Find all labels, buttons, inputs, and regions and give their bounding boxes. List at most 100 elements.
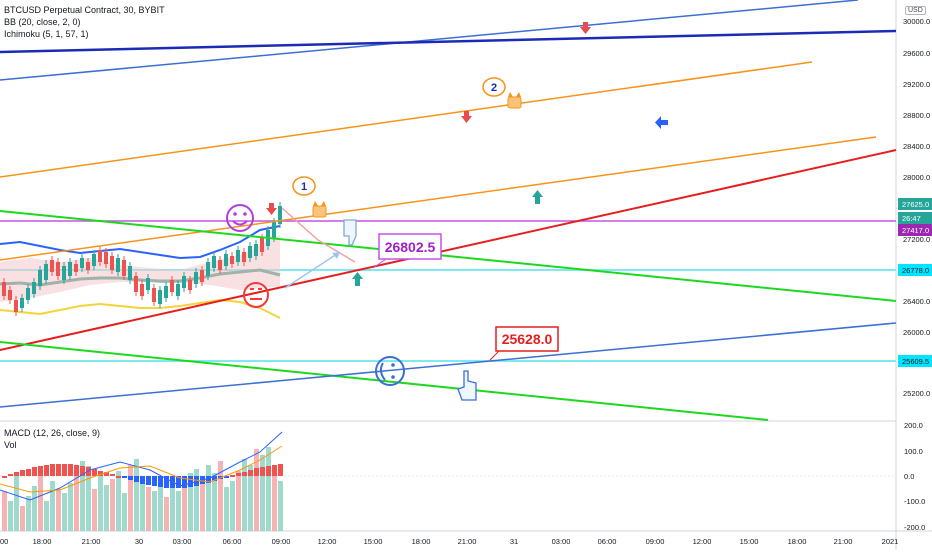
macd-bar <box>146 476 151 485</box>
volume-bar <box>140 483 145 531</box>
trendline-blue-bottom[interactable] <box>0 322 897 408</box>
candle-body <box>50 260 54 272</box>
volume-bar <box>110 479 115 531</box>
volume-bar <box>128 465 133 531</box>
candle-body <box>224 254 228 266</box>
macd-bar <box>182 476 187 488</box>
arrowhead-blue-icon <box>332 252 340 259</box>
macd-bar <box>56 464 61 476</box>
price-callout-red[interactable]: 25628.0 <box>489 326 559 361</box>
candle-body <box>188 280 192 290</box>
cat-icon[interactable] <box>507 92 522 109</box>
trendline-orange-upper[interactable] <box>0 61 813 178</box>
cat-icon[interactable] <box>312 201 327 218</box>
marker-1-icon[interactable]: 1 <box>292 176 316 196</box>
price-tag: 27417.0 <box>898 224 932 236</box>
macd-bar <box>74 465 79 476</box>
time-axis[interactable]: 00 18:00 21:00 30 03:00 06:00 09:00 12:00 15:00 1… <box>0 537 898 546</box>
smiley-happy-icon[interactable] <box>226 204 254 232</box>
candle-body <box>26 288 30 300</box>
currency-label[interactable]: USD <box>905 6 926 15</box>
macd-indicator-label[interactable]: MACD (12, 26, close, 9) <box>4 428 101 438</box>
smiley-clock-icon[interactable] <box>375 356 405 386</box>
volume-bar <box>98 473 103 531</box>
price-tag-label: 27417.0 <box>902 226 929 235</box>
candle-body <box>62 266 66 280</box>
trendline-red[interactable] <box>0 149 897 351</box>
arrow-up-teal-icon[interactable] <box>352 272 363 286</box>
trendline-green-lower[interactable] <box>0 341 769 421</box>
candle-body <box>248 246 252 258</box>
time-tick-label: 09:00 <box>272 537 291 546</box>
time-tick-label: 21:00 <box>82 537 101 546</box>
price-tag-label: 26778.0 <box>902 266 929 275</box>
macd-bar <box>68 464 73 476</box>
smiley-neutral-icon[interactable] <box>243 282 269 308</box>
macd-bar <box>14 472 19 476</box>
bb-indicator-label[interactable]: BB (20, close, 2, 0) <box>4 17 81 27</box>
trendline-navy[interactable] <box>0 29 897 54</box>
time-tick-label: 15:00 <box>740 537 759 546</box>
trendline-orange-lower[interactable] <box>0 136 877 261</box>
time-tick-label: 12:00 <box>318 537 337 546</box>
volume-bar <box>236 471 241 531</box>
macd-bar <box>38 466 43 476</box>
macd-bar <box>158 476 163 487</box>
volume-bar <box>38 471 43 531</box>
candle-body <box>14 300 18 312</box>
candle-body <box>32 282 36 294</box>
hand-pointer-up-icon[interactable] <box>457 370 477 401</box>
volume-bar <box>230 481 235 531</box>
volume-bar <box>170 485 175 531</box>
marker-2-icon[interactable]: 2 <box>482 77 506 97</box>
volume-bar <box>182 483 187 531</box>
time-tick-label: 18:00 <box>412 537 431 546</box>
volume-bar <box>224 487 229 531</box>
ichimoku-indicator-label[interactable]: Ichimoku (5, 1, 57, 1) <box>4 29 89 39</box>
arrow-up-teal-icon[interactable] <box>532 190 543 204</box>
macd-bar <box>62 464 67 476</box>
price-axis[interactable]: 30000.0 29600.0 29200.0 28800.0 28400.0 28000… <box>903 17 930 398</box>
volume-bar <box>14 476 19 531</box>
volume-bar <box>194 469 199 531</box>
macd-bar <box>32 467 37 476</box>
trendline-blue-top[interactable] <box>0 0 859 81</box>
macd-tick-label: 200.0 <box>904 421 923 430</box>
macd-axis[interactable]: 200.0 100.0 0.0 -100.0 -200.0 <box>904 421 925 532</box>
price-tick-label: 29600.0 <box>903 49 930 58</box>
volume-bar <box>134 459 139 531</box>
trendline-green-upper[interactable] <box>0 210 897 302</box>
arrow-down-red-icon[interactable] <box>461 111 472 123</box>
hand-pointer-down-icon[interactable] <box>343 219 357 246</box>
price-callout-purple[interactable]: 26802.5 <box>372 233 442 269</box>
candle-body <box>116 258 120 272</box>
time-tick-label: 12:00 <box>693 537 712 546</box>
macd-bar <box>104 472 109 476</box>
price-callout-purple-text: 26802.5 <box>385 239 436 255</box>
volume-bar <box>116 471 121 531</box>
vol-indicator-label[interactable]: Vol <box>4 440 17 450</box>
price-tag: 27625.0 <box>898 198 932 210</box>
projection-path-pink[interactable] <box>281 207 356 263</box>
time-tick-label: 06:00 <box>598 537 617 546</box>
symbol-title[interactable]: BTCUSD Perpetual Contract, 30, BYBIT <box>4 5 165 15</box>
macd-legend: MACD (12, 26, close, 9) Vol <box>4 427 100 451</box>
volume-bar <box>80 461 85 531</box>
arrow-down-red-icon[interactable] <box>266 203 277 215</box>
candle-body <box>8 290 12 300</box>
price-tick-label: 26400.0 <box>903 297 930 306</box>
candle-body <box>242 252 246 262</box>
candle-body <box>254 244 258 256</box>
macd-bar <box>194 476 199 486</box>
candle-body <box>212 256 216 268</box>
projection-path-blue[interactable] <box>284 251 341 289</box>
arrow-left-blue-icon[interactable] <box>655 116 668 129</box>
candle-body <box>38 270 42 286</box>
arrow-down-red-icon[interactable] <box>580 22 591 34</box>
volume-bar <box>86 466 91 531</box>
candle-body <box>80 258 84 268</box>
macd-bar <box>152 476 157 486</box>
candle-body <box>260 238 264 252</box>
